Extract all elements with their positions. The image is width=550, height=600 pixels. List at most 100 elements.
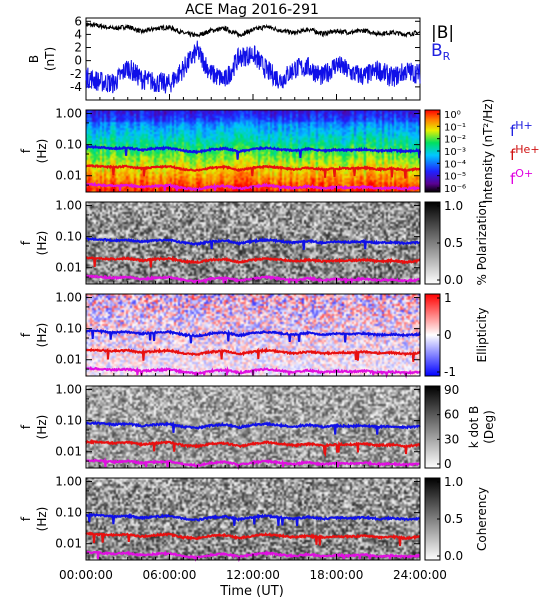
colorbar-tick-label: 0 bbox=[444, 457, 452, 471]
y-tick-label: 0.10 bbox=[55, 322, 82, 336]
x-tick-label: 24:00:00 bbox=[393, 568, 447, 582]
colorbar-tick-label: 10⁻³ bbox=[444, 147, 466, 158]
colorbar-label-line2: (Deg) bbox=[482, 410, 496, 444]
freq-ylabel: f (Hz) bbox=[19, 415, 49, 440]
colorbar-tick-label: -1 bbox=[444, 365, 456, 379]
line-f-he bbox=[85, 347, 421, 362]
colorbar-label-text: % Polarization bbox=[475, 201, 489, 286]
colorbar-tick-label: 90 bbox=[444, 383, 459, 397]
colorbar-tick-label: 1.0 bbox=[444, 199, 463, 213]
colorbar-tick-label: 30 bbox=[444, 432, 459, 446]
colorbar-tick-label: 0.5 bbox=[444, 236, 463, 250]
line-label-he: fHe+ bbox=[510, 143, 540, 164]
y-tick-label: 0.01 bbox=[55, 537, 82, 551]
spectrogram-panels: 1.000.100.01f (Hz)10⁰10⁻¹10⁻²10⁻³10⁻⁴10⁻⁵… bbox=[19, 99, 540, 563]
spectrogram-coherency: 1.00 0.10 0.01 f (Hz) 1.0 0.5 0.0 Coherency bbox=[19, 475, 489, 563]
y-tick-label: 1.00 bbox=[55, 107, 82, 121]
x-tick-label: 06:00:00 bbox=[143, 568, 197, 582]
series-b-magnitude bbox=[85, 21, 421, 39]
field-ylabel-unit: (nT) bbox=[43, 47, 57, 71]
colorbar-tick-label: 10⁻⁴ bbox=[444, 159, 466, 170]
y-tick-label: 0.01 bbox=[55, 353, 82, 367]
colorbar-label: Ellipticity bbox=[475, 308, 489, 363]
line-f-h bbox=[85, 329, 421, 344]
y-tick-label: 1.00 bbox=[55, 291, 82, 305]
y-tick-label: 2 bbox=[74, 41, 82, 55]
legend-b-radial: BR bbox=[431, 41, 451, 63]
line-f-o bbox=[85, 457, 420, 471]
line-label-o: fO+ bbox=[510, 167, 533, 188]
time-axis-labels: 00:00:00 06:00:00 12:00:00 18:00:00 24:00:00 bbox=[59, 568, 447, 582]
colorbar bbox=[424, 385, 441, 469]
freq-ylabel-f: f bbox=[19, 332, 33, 337]
y-tick-label: 1.00 bbox=[55, 383, 82, 397]
field-ylabel: B (nT) bbox=[27, 47, 57, 71]
colorbar-tick-label: 10⁻¹ bbox=[444, 122, 466, 133]
x-tick-label: 00:00:00 bbox=[59, 568, 113, 582]
y-tick-label: 0.01 bbox=[55, 169, 82, 183]
y-tick-label: 0.10 bbox=[55, 414, 82, 428]
colorbar-label-text: Intensity (nT²/Hz) bbox=[481, 99, 495, 204]
legend-b-magnitude: |B| bbox=[431, 23, 454, 43]
colorbar-tick-label: 60 bbox=[444, 408, 459, 422]
y-tick-label: 0.10 bbox=[55, 506, 82, 520]
colorbar-tick-label: 0 bbox=[444, 328, 452, 342]
colorbar-label: Coherency bbox=[475, 487, 489, 551]
freq-ylabel-f: f bbox=[19, 516, 33, 521]
colorbar-label: Intensity (nT²/Hz) bbox=[481, 99, 495, 204]
x-tick-label: 12:00:00 bbox=[226, 568, 280, 582]
line-f-h bbox=[85, 144, 421, 160]
line-f-he bbox=[85, 255, 421, 268]
y-tick-label: -4 bbox=[70, 80, 82, 94]
line-label-h: fH+ bbox=[510, 119, 533, 140]
freq-ylabel-f: f bbox=[19, 240, 33, 245]
freq-ylabel: f (Hz) bbox=[19, 231, 49, 256]
colorbar-tick-label: 10⁻² bbox=[444, 135, 466, 146]
x-tick-label: 18:00:00 bbox=[310, 568, 364, 582]
freq-ylabel-unit: (Hz) bbox=[35, 507, 49, 532]
line-f-he bbox=[85, 531, 421, 547]
freq-ylabel: f (Hz) bbox=[19, 139, 49, 164]
colorbar-label-line1: k dot B bbox=[467, 406, 481, 448]
line-f-h bbox=[85, 512, 421, 527]
colorbar-label: k dot B (Deg) bbox=[467, 406, 496, 448]
y-tick-label: 6 bbox=[74, 14, 82, 28]
spectrogram-kdotb: 1.00 0.10 0.01 f (Hz) 90 60 30 0 k dot B (Deg) bbox=[19, 383, 496, 471]
colorbar-tick-label: 1.0 bbox=[444, 475, 463, 489]
freq-ylabel-unit: (Hz) bbox=[35, 323, 49, 348]
freq-ylabel-f: f bbox=[19, 148, 33, 153]
y-tick-label: -2 bbox=[70, 67, 82, 81]
colorbar-label-text: Ellipticity bbox=[475, 308, 489, 363]
line-f-h bbox=[85, 420, 421, 435]
figure-title: ACE Mag 2016-291 bbox=[185, 2, 319, 18]
y-tick-label: 0.01 bbox=[55, 261, 82, 275]
y-tick-label: 1.00 bbox=[55, 475, 82, 489]
freq-ylabel-unit: (Hz) bbox=[35, 139, 49, 164]
freq-ylabel-unit: (Hz) bbox=[35, 415, 49, 440]
line-f-he bbox=[85, 438, 421, 458]
y-tick-label: 0.01 bbox=[55, 445, 82, 459]
colorbar-label-text: Coherency bbox=[475, 487, 489, 551]
colorbar-tick-label: 10⁰ bbox=[444, 110, 461, 121]
line-f-he bbox=[85, 163, 421, 179]
x-axis-title: Time (UT) bbox=[219, 584, 284, 599]
freq-ylabel: f (Hz) bbox=[19, 323, 49, 348]
y-tick-label: 1.00 bbox=[55, 199, 82, 213]
spectrogram-polarization: 1.00 0.10 0.01 f (Hz) 1.0 0.5 0.0 % Polarization bbox=[19, 199, 489, 287]
colorbar-tick-label: 0.0 bbox=[444, 273, 463, 287]
y-tick-label: 0.10 bbox=[55, 230, 82, 244]
line-f-h bbox=[85, 237, 421, 250]
field-ylabel-b: B bbox=[27, 55, 41, 63]
colorbar-tick-label: 0.0 bbox=[444, 549, 463, 563]
colorbar-tick-label: 1 bbox=[444, 291, 452, 305]
colorbar-tick-label: 0.5 bbox=[444, 512, 463, 526]
colorbar-tick-label: 10⁻⁵ bbox=[444, 172, 466, 183]
colorbar-label: % Polarization bbox=[475, 201, 489, 286]
y-tick-label: 4 bbox=[74, 27, 82, 41]
spectrogram-ellipticity: 1.00 0.10 0.01 f (Hz) 1 0 -1 Ellipticity bbox=[19, 291, 489, 379]
y-tick-label: 0 bbox=[74, 54, 82, 68]
y-tick-label: 0.10 bbox=[55, 138, 82, 152]
